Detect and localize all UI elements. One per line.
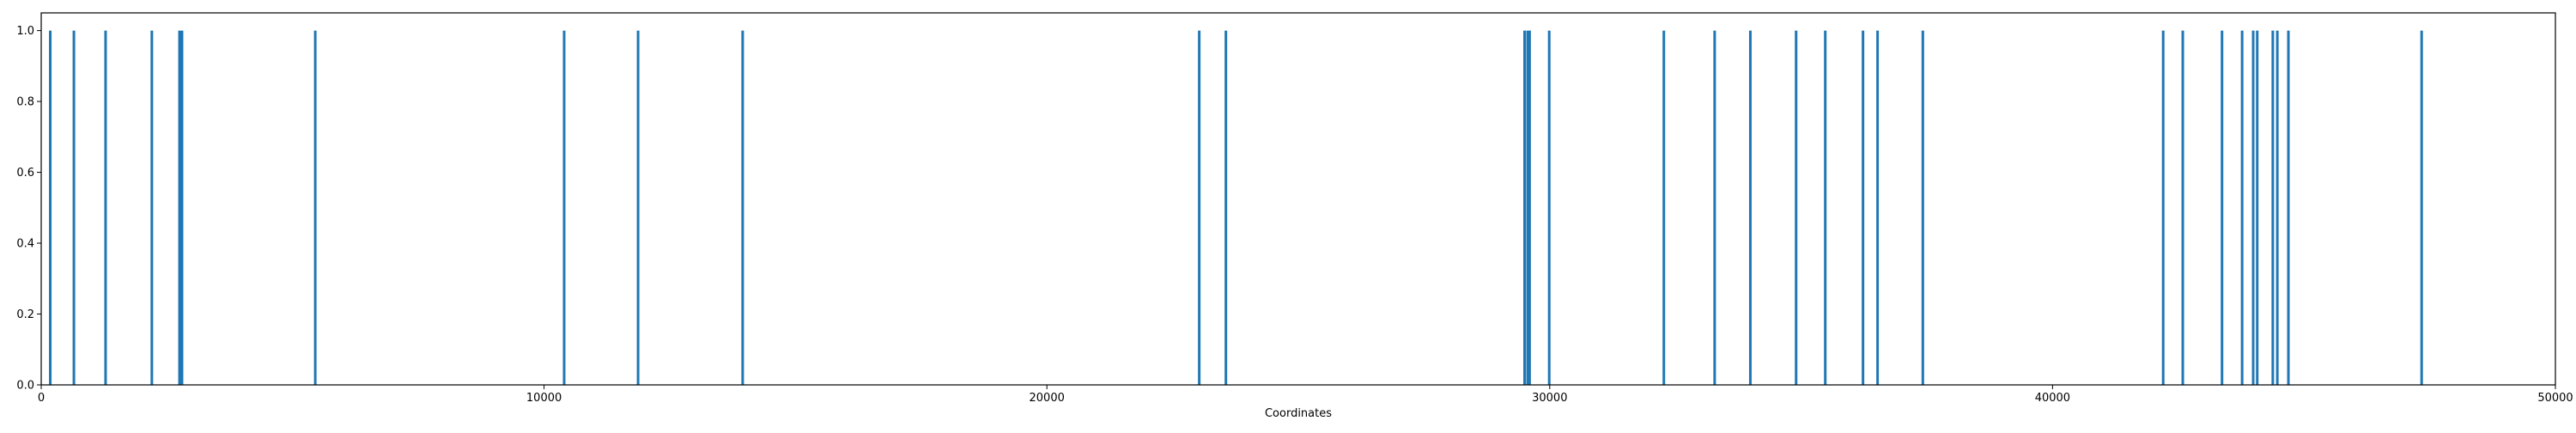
- bar: [49, 30, 52, 386]
- x-tick-label: 20000: [1030, 392, 1065, 405]
- bar: [562, 30, 566, 386]
- y-tick-label: 0.6: [16, 167, 34, 180]
- bar: [2161, 30, 2165, 386]
- bar: [104, 30, 107, 386]
- bar: [1528, 30, 1531, 386]
- bar: [1921, 30, 1924, 386]
- bar: [1876, 30, 1880, 386]
- y-tick-label: 0.8: [16, 96, 34, 109]
- bar: [1748, 30, 1752, 386]
- bar: [2420, 30, 2423, 386]
- bar: [72, 30, 76, 386]
- bar: [1224, 30, 1228, 386]
- bar: [1662, 30, 1666, 386]
- bar: [1526, 30, 1529, 386]
- bar: [636, 30, 640, 386]
- x-tick-label: 30000: [1532, 392, 1567, 405]
- bar: [741, 30, 744, 386]
- bar: [1795, 30, 1798, 386]
- y-tick-label: 0.2: [16, 308, 34, 321]
- x-axis-label: Coordinates: [1265, 407, 1332, 420]
- bar: [178, 30, 181, 386]
- ticks-layer: 0 10000 20000 30000 40000 50000 0.0 0.2 0.4 0.6 0.…: [16, 25, 2573, 405]
- bar: [1713, 30, 1716, 386]
- bar: [2275, 30, 2279, 386]
- bar: [1862, 30, 1865, 386]
- axes-frame: [40, 12, 2556, 386]
- bar: [2240, 30, 2244, 386]
- x-tick-label: 50000: [2537, 392, 2573, 405]
- x-tick-label: 0: [38, 392, 45, 405]
- y-tick-label: 1.0: [16, 25, 34, 38]
- bars-layer: [49, 30, 2423, 386]
- y-tick-label: 0.4: [16, 238, 34, 251]
- bar: [2221, 30, 2224, 386]
- bar: [150, 30, 154, 386]
- axes-layer: [40, 12, 2556, 386]
- x-tick-label: 40000: [2035, 392, 2070, 405]
- bar: [2256, 30, 2259, 386]
- y-tick-label: 0.0: [16, 380, 34, 393]
- bar: [180, 30, 184, 386]
- bar: [2287, 30, 2290, 386]
- bar: [2271, 30, 2275, 386]
- bar: [1824, 30, 1827, 386]
- bar: [2181, 30, 2184, 386]
- bar: [2251, 30, 2255, 386]
- bar: [1547, 30, 1551, 386]
- bar: [313, 30, 317, 386]
- bar: [1523, 30, 1527, 386]
- x-tick-label: 10000: [526, 392, 562, 405]
- bar: [1198, 30, 1201, 386]
